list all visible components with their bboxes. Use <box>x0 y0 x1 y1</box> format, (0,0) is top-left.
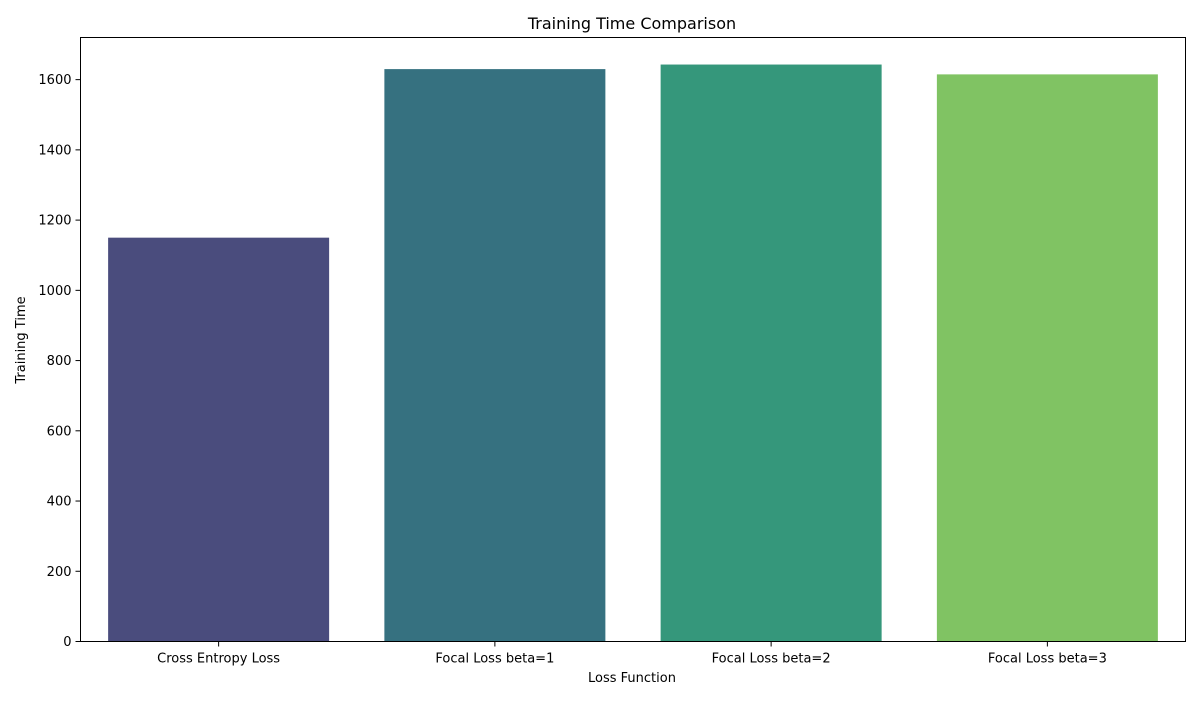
bar-1 <box>108 237 330 642</box>
y-tick-label: 600 <box>47 424 72 439</box>
chart-title: Training Time Comparison <box>527 14 736 33</box>
y-tick-label: 1600 <box>38 73 71 88</box>
x-tick-label: Focal Loss beta=3 <box>988 652 1107 667</box>
bar-2 <box>384 69 606 642</box>
y-tick-label: 800 <box>47 354 72 369</box>
y-tick-label: 400 <box>47 495 72 510</box>
y-axis-title: Training Time <box>14 296 29 384</box>
y-tick-label: 1000 <box>38 284 71 299</box>
x-tick-label: Cross Entropy Loss <box>157 652 280 667</box>
x-tick-label: Focal Loss beta=1 <box>435 652 554 667</box>
plot-frame <box>80 37 1186 642</box>
bar-3 <box>660 64 882 642</box>
y-axis: 0 200 400 600 800 1000 1200 1400 1600 <box>38 73 81 650</box>
bar-4 <box>936 74 1158 642</box>
y-tick-label: 1200 <box>38 214 71 229</box>
y-tick-label: 0 <box>63 635 71 650</box>
y-tick-label: 200 <box>47 565 72 580</box>
x-axis: Cross Entropy Loss Focal Loss beta=1 Focal… <box>157 641 1107 667</box>
y-tick-label: 1400 <box>38 143 71 158</box>
x-tick-label: Focal Loss beta=2 <box>712 652 831 667</box>
bars-layer <box>108 64 1158 642</box>
x-axis-title: Loss Function <box>588 671 676 686</box>
